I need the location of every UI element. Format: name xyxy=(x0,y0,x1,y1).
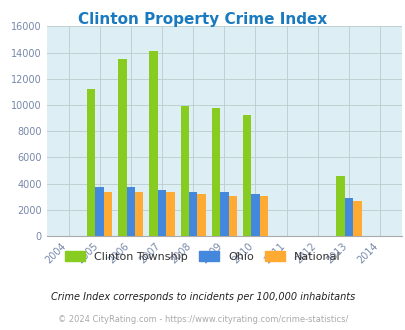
Bar xyxy=(251,194,259,236)
Bar xyxy=(87,89,95,236)
Bar xyxy=(95,187,104,236)
Bar xyxy=(135,192,143,236)
Text: © 2024 CityRating.com - https://www.cityrating.com/crime-statistics/: © 2024 CityRating.com - https://www.city… xyxy=(58,315,347,324)
Bar xyxy=(259,196,267,236)
Bar xyxy=(166,192,174,236)
Bar xyxy=(188,192,197,236)
Bar xyxy=(149,50,158,236)
Bar xyxy=(126,187,135,236)
Bar xyxy=(211,108,220,236)
Legend: Clinton Township, Ohio, National: Clinton Township, Ohio, National xyxy=(61,247,344,267)
Bar xyxy=(242,115,251,236)
Bar xyxy=(352,201,361,236)
Text: Clinton Property Crime Index: Clinton Property Crime Index xyxy=(78,12,327,26)
Bar xyxy=(228,196,237,236)
Bar xyxy=(344,198,352,236)
Bar xyxy=(104,192,112,236)
Bar xyxy=(220,192,228,236)
Bar xyxy=(335,176,344,236)
Bar xyxy=(118,59,126,236)
Bar xyxy=(197,194,205,236)
Text: Crime Index corresponds to incidents per 100,000 inhabitants: Crime Index corresponds to incidents per… xyxy=(51,292,354,302)
Bar xyxy=(158,190,166,236)
Bar xyxy=(180,106,188,236)
